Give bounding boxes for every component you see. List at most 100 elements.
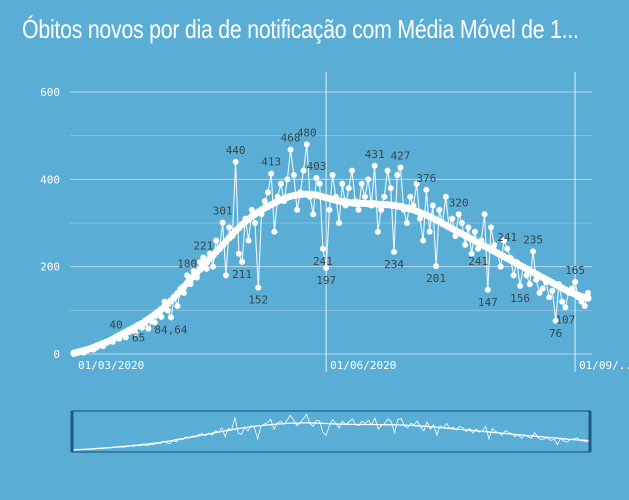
data-label: 241: [497, 231, 517, 244]
daily-point: [235, 250, 242, 257]
daily-point: [158, 313, 165, 320]
overview-daily-line: [71, 413, 591, 451]
daily-point: [329, 171, 336, 178]
data-label: 156: [510, 292, 530, 305]
daily-point: [484, 286, 491, 293]
daily-point: [539, 285, 546, 292]
daily-point: [374, 228, 381, 235]
daily-point: [488, 224, 495, 231]
daily-point: [361, 193, 368, 200]
daily-point: [497, 263, 504, 270]
daily-point: [504, 245, 511, 252]
data-label: 84,64: [154, 323, 187, 336]
daily-point: [151, 319, 158, 326]
daily-point: [167, 314, 174, 321]
daily-point: [559, 298, 566, 305]
daily-point: [252, 220, 259, 226]
daily-point: [239, 258, 246, 265]
overview-navigator[interactable]: [70, 410, 592, 453]
daily-point: [552, 317, 559, 324]
data-label: 165: [565, 264, 585, 277]
data-label: 180: [177, 257, 197, 270]
data-label: 480: [297, 126, 317, 139]
data-label: 403: [307, 160, 327, 173]
daily-point: [358, 180, 365, 187]
daily-point: [549, 287, 556, 294]
data-label: 320: [449, 196, 469, 209]
daily-point: [264, 189, 271, 196]
daily-point: [387, 185, 394, 192]
daily-point: [371, 162, 378, 169]
data-label: 301: [213, 205, 233, 218]
data-label: 211: [232, 268, 252, 281]
data-label: 152: [248, 294, 268, 307]
data-label: 197: [316, 274, 336, 287]
daily-point: [436, 206, 443, 213]
data-label: 76: [549, 327, 562, 340]
daily-point: [145, 325, 152, 332]
daily-point: [465, 224, 472, 231]
daily-point: [323, 264, 330, 271]
data-label: 241: [313, 255, 333, 268]
daily-point: [174, 302, 181, 309]
data-label: 235: [523, 233, 543, 246]
chart-title: Óbitos novos por dia de notificação com …: [22, 14, 579, 44]
daily-point: [491, 241, 498, 248]
daily-point: [326, 206, 333, 213]
daily-point: [210, 263, 217, 270]
data-label: 440: [226, 144, 246, 157]
daily-point: [313, 175, 320, 182]
daily-point: [413, 180, 420, 187]
daily-point: [381, 193, 388, 200]
daily-point: [261, 198, 268, 205]
daily-point: [355, 206, 362, 213]
daily-point: [426, 228, 433, 235]
daily-point: [316, 180, 323, 187]
overview-average-line: [71, 422, 591, 451]
daily-point: [394, 171, 401, 178]
daily-point: [462, 241, 469, 248]
daily-point: [310, 211, 317, 218]
daily-point: [517, 282, 524, 289]
data-label: 431: [365, 148, 385, 161]
daily-point: [232, 158, 239, 165]
daily-point: [391, 248, 398, 255]
daily-point: [255, 284, 262, 291]
data-label: 468: [281, 132, 301, 145]
data-label: 107: [555, 313, 575, 326]
x-axis: 01/03/2020 01/06/2020 01/09/...: [78, 359, 629, 372]
daily-point: [433, 263, 440, 270]
daily-point: [336, 220, 343, 226]
daily-point: [481, 211, 488, 218]
data-label: 147: [478, 296, 498, 309]
series-layer: [70, 141, 592, 357]
daily-point: [226, 224, 233, 231]
daily-point: [294, 206, 301, 213]
data-label: 427: [391, 150, 411, 163]
data-label: 376: [416, 172, 436, 185]
daily-point: [471, 228, 478, 235]
daily-point: [245, 237, 252, 244]
daily-point: [572, 278, 579, 285]
daily-point: [468, 250, 475, 257]
daily-point: [500, 237, 507, 244]
daily-point: [200, 254, 207, 261]
x-tick-label: 01/06/2020: [330, 359, 396, 372]
daily-point: [349, 167, 356, 174]
data-label: 413: [261, 156, 281, 169]
daily-point: [284, 176, 291, 183]
daily-point: [213, 237, 220, 244]
daily-point: [303, 141, 310, 148]
daily-point: [277, 180, 284, 187]
daily-point: [397, 164, 404, 171]
daily-point: [455, 211, 462, 218]
y-axis: 0 200 400 600: [40, 86, 60, 361]
daily-point: [562, 304, 569, 311]
daily-point: [407, 193, 414, 200]
daily-point: [416, 215, 423, 222]
data-label: 40: [109, 319, 122, 332]
daily-point: [378, 206, 385, 213]
y-tick-label: 200: [40, 261, 60, 274]
